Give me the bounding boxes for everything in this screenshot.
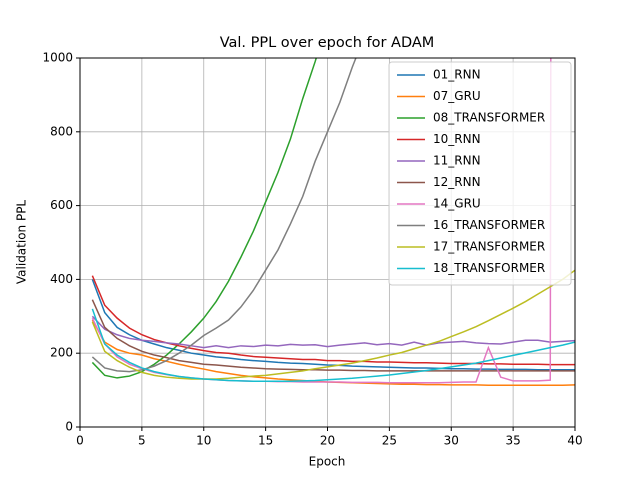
legend-label: 07_GRU	[433, 89, 481, 103]
series-line	[91, 269, 575, 380]
legend-label: 17_TRANSFORMER	[433, 240, 545, 254]
legend-box	[388, 61, 572, 286]
y-tick-label: 0	[65, 420, 73, 434]
legend-label: 11_RNN	[433, 154, 481, 168]
legend-label: 16_TRANSFORMER	[433, 218, 545, 232]
legend-label: 18_TRANSFORMER	[433, 261, 545, 275]
x-tick-label: 5	[138, 434, 146, 448]
plot-lines	[91, 58, 575, 387]
series-line	[91, 299, 575, 372]
y-tick-label: 600	[50, 198, 73, 212]
x-tick-label: 10	[196, 434, 211, 448]
legend-label: 01_RNN	[433, 68, 481, 82]
x-tick-label: 0	[76, 434, 84, 448]
series-line	[91, 58, 318, 379]
y-tick-label: 200	[50, 346, 73, 360]
x-tick-label: 30	[444, 434, 459, 448]
series-line	[91, 319, 575, 387]
legend-label: 10_RNN	[433, 132, 481, 146]
y-tick-label: 1000	[42, 51, 73, 65]
y-axis-label: Validation PPL	[15, 200, 29, 285]
x-tick-label: 40	[567, 434, 582, 448]
y-tick-label: 800	[50, 124, 73, 138]
series-line	[91, 308, 575, 382]
y-tick-label: 400	[50, 272, 73, 286]
series-line	[91, 315, 575, 349]
x-tick-label: 25	[382, 434, 397, 448]
legend-label: 12_RNN	[433, 175, 481, 189]
legend-label: 14_GRU	[433, 197, 481, 211]
series-line	[91, 58, 357, 373]
x-tick-label: 15	[258, 434, 273, 448]
x-tick-label: 20	[320, 434, 335, 448]
chart-title: Val. PPL over epoch for ADAM	[220, 35, 435, 51]
legend: 01_RNN 07_GRU 08_TRANSFORMER 10_RNN 11_RNN 12…	[388, 61, 572, 286]
x-tick-label: 35	[505, 434, 520, 448]
series-line	[91, 275, 575, 366]
x-axis-label: Epoch	[309, 455, 346, 469]
legend-label: 08_TRANSFORMER	[433, 111, 545, 125]
